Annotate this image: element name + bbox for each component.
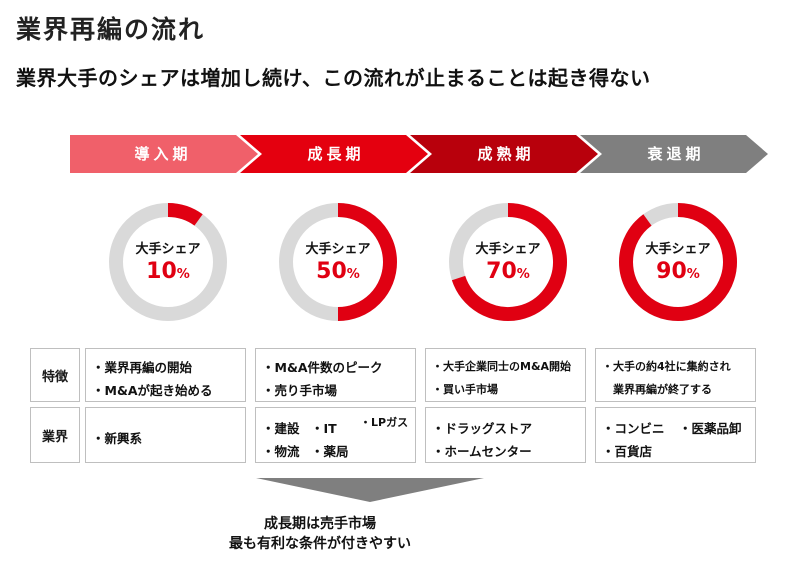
phase-label-growth: 成長期 xyxy=(276,141,396,167)
phase-label-intro: 導入期 xyxy=(103,141,223,167)
industry-item: ・ドラッグストア xyxy=(432,418,532,437)
industry-item: ・建設 xyxy=(262,418,300,437)
phase-label-mature: 成熟期 xyxy=(446,141,566,167)
share-donut-growth: 大手シェア 50% xyxy=(278,202,398,322)
feature-item: ・売り手市場 xyxy=(262,380,337,399)
industry-item: ・新興系 xyxy=(92,428,142,447)
industry-item: ・ホームセンター xyxy=(432,441,532,460)
conclusion-line: 最も有利な条件が付きやすい xyxy=(200,534,440,554)
industry-item: ・物流 xyxy=(262,441,300,460)
share-donut-intro: 大手シェア 10% xyxy=(108,202,228,322)
industry-cell-intro: ・新興系 xyxy=(85,407,246,463)
features-cell-decline: ・大手の約4社に集約され 業界再編が終了する xyxy=(595,348,756,402)
industry-item: ・薬局 xyxy=(311,441,349,460)
industry-item: ・IT xyxy=(311,418,337,437)
industry-item: ・LPガス xyxy=(360,414,408,430)
industry-cell-growth: ・建設 ・IT ・LPガス ・物流 ・薬局 xyxy=(255,407,416,463)
conclusion-arrow xyxy=(256,478,484,502)
share-caption: 大手シェア xyxy=(618,238,738,257)
industry-item: ・医薬品卸 xyxy=(679,418,742,437)
share-value: 70% xyxy=(448,259,568,284)
row-header-features: 特徴 xyxy=(30,348,80,402)
conclusion-text: 成長期は売手市場 最も有利な条件が付きやすい xyxy=(200,514,440,554)
features-cell-mature: ・大手企業同士のM&A開始 ・買い手市場 xyxy=(425,348,586,402)
feature-item: ・M&A件数のピーク xyxy=(262,357,383,376)
share-value: 90% xyxy=(618,259,738,284)
feature-item: ・業界再編の開始 xyxy=(92,357,192,376)
features-cell-intro: ・業界再編の開始 ・M&Aが起き始める xyxy=(85,348,246,402)
row-header-industry: 業界 xyxy=(30,407,80,463)
phase-label-decline: 衰退期 xyxy=(616,141,736,167)
feature-item: 業界再編が終了する xyxy=(613,381,712,397)
industry-cell-decline: ・コンビニ ・医薬品卸 ・百貨店 xyxy=(595,407,756,463)
share-value: 50% xyxy=(278,259,398,284)
share-caption: 大手シェア xyxy=(448,238,568,257)
features-cell-growth: ・M&A件数のピーク ・売り手市場 xyxy=(255,348,416,402)
share-donut-decline: 大手シェア 90% xyxy=(618,202,738,322)
share-caption: 大手シェア xyxy=(108,238,228,257)
share-value: 10% xyxy=(108,259,228,284)
share-caption: 大手シェア xyxy=(278,238,398,257)
share-donut-mature: 大手シェア 70% xyxy=(448,202,568,322)
conclusion-line: 成長期は売手市場 xyxy=(200,514,440,534)
feature-item: ・大手の約4社に集約され xyxy=(602,358,731,374)
feature-item: ・大手企業同士のM&A開始 xyxy=(432,358,571,374)
industry-cell-mature: ・ドラッグストア ・ホームセンター xyxy=(425,407,586,463)
industry-item: ・百貨店 xyxy=(602,441,652,460)
industry-item: ・コンビニ xyxy=(602,418,665,437)
feature-item: ・M&Aが起き始める xyxy=(92,380,213,399)
feature-item: ・買い手市場 xyxy=(432,381,498,397)
